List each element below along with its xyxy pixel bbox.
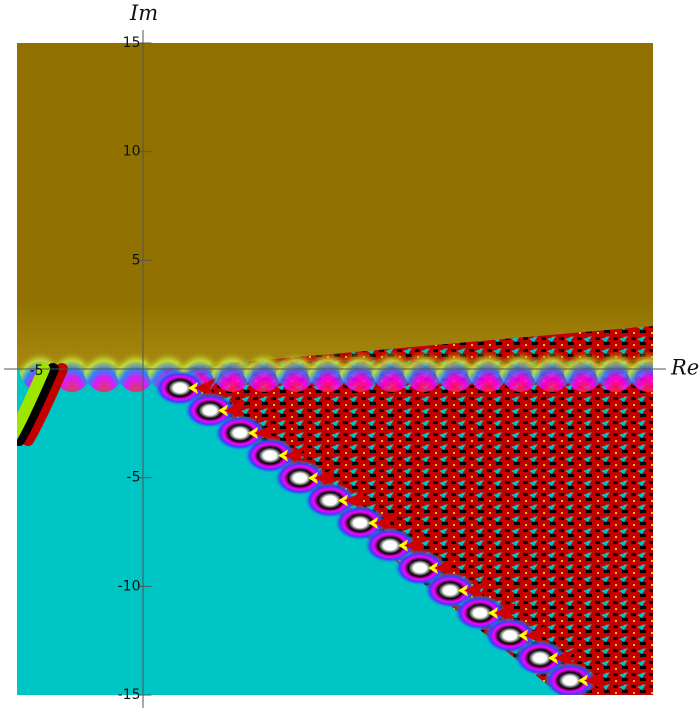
boundary-bump (242, 332, 286, 392)
y-tick-label: 10 (123, 144, 141, 160)
boundary-bump (562, 332, 606, 392)
edge-stripe (17, 363, 50, 440)
x-axis-title: Re (670, 356, 699, 380)
pole-star (278, 449, 288, 462)
pole-features (17, 332, 653, 695)
upper-half-plane (17, 43, 653, 369)
boundary-bump (82, 332, 126, 392)
edge-stripe (17, 363, 59, 446)
pole-star (218, 404, 228, 417)
pole-star (578, 674, 588, 687)
edge-stripe (22, 363, 68, 446)
boundary-bump (530, 332, 574, 392)
boundary-bump (306, 332, 350, 392)
pole-star (338, 494, 348, 507)
pole-star (428, 562, 438, 574)
y-tick-label: -5 (127, 470, 141, 486)
pole-arrow (584, 670, 606, 691)
boundary-bump (274, 332, 318, 392)
boundary-bump (114, 332, 158, 392)
boundary-bump (434, 332, 478, 392)
pole-star (398, 539, 408, 552)
y-tick-label: 15 (123, 35, 141, 51)
pole-star (188, 382, 198, 394)
pole-star (488, 607, 498, 619)
pole-star (458, 584, 468, 597)
pole-star (308, 472, 318, 484)
boundary-bump (466, 332, 510, 392)
y-axis-title: Im (129, 1, 158, 25)
x-axis-ticks: -5 (30, 363, 44, 379)
pole-marker (544, 662, 596, 695)
pole-star (248, 427, 258, 439)
fractal-region (160, 326, 653, 695)
y-tick-label: -15 (118, 687, 141, 703)
y-tick-label: -10 (118, 578, 141, 594)
y-axis-ticks: 15 10 5 -5 -10 -15 (118, 35, 152, 703)
boundary-bump (594, 332, 638, 392)
boundary-bump (498, 332, 542, 392)
boundary-bump (370, 332, 414, 392)
pole-star (368, 517, 378, 529)
pole-star (548, 652, 558, 664)
y-tick-label: 5 (132, 252, 141, 268)
pole-star (518, 629, 528, 642)
boundary-bump (210, 332, 254, 392)
boundary-bump (626, 332, 653, 392)
x-tick-label: -5 (30, 363, 44, 379)
boundary-bump (402, 332, 446, 392)
boundary-bump (338, 332, 382, 392)
